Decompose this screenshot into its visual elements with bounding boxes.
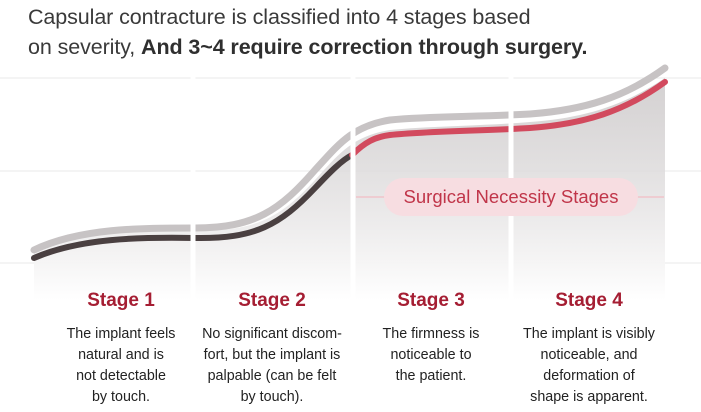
description-line: noticeable to <box>390 347 472 363</box>
stage-1-description: The implant feels natural and is not det… <box>37 324 205 408</box>
heading-line-1: Capsular contracture is classified into … <box>28 5 531 29</box>
description-line: fort, but the implant is <box>203 347 341 363</box>
description-line: palpable (can be felt <box>207 368 337 384</box>
stage-3-description: The firmness is noticeable to the patien… <box>347 324 515 387</box>
stage-4-description: The implant is visibly noticeable, and d… <box>505 324 673 408</box>
stage-2-title: Stage 2 <box>238 290 306 311</box>
description-line: natural and is <box>78 347 164 363</box>
description-line: The firmness is <box>382 326 480 342</box>
description-line: not detectable <box>76 368 166 384</box>
stage-4-title: Stage 4 <box>555 290 623 311</box>
page-heading: Capsular contracture is classified into … <box>28 2 587 62</box>
stage-1-title: Stage 1 <box>87 290 155 311</box>
description-line: No significant discom- <box>202 326 342 342</box>
heading-line-2-plain: on severity, <box>28 35 142 59</box>
description-line: The implant is visibly <box>523 326 655 342</box>
description-line: the patient. <box>395 368 467 384</box>
description-line: shape is apparent. <box>530 389 648 405</box>
description-line: The implant feels <box>66 326 176 342</box>
description-line: by touch. <box>91 389 151 405</box>
heading-line-2: on severity, And 3~4 require correction … <box>28 32 587 62</box>
description-line: noticeable, and <box>540 347 638 363</box>
curve-shadow <box>30 64 669 254</box>
curve-stage-1-2 <box>31 152 355 261</box>
stage-2-description: No significant discom- fort, but the imp… <box>188 324 356 408</box>
description-line: deformation of <box>543 368 635 384</box>
description-line: by touch). <box>240 389 304 405</box>
stage-3-title: Stage 3 <box>397 290 465 311</box>
surgical-necessity-label: Surgical Necessity Stages <box>384 178 638 216</box>
curve-stage-3-4 <box>349 79 668 158</box>
heading-line-2-emphasis: And 3~4 require correction through surge… <box>141 35 588 59</box>
